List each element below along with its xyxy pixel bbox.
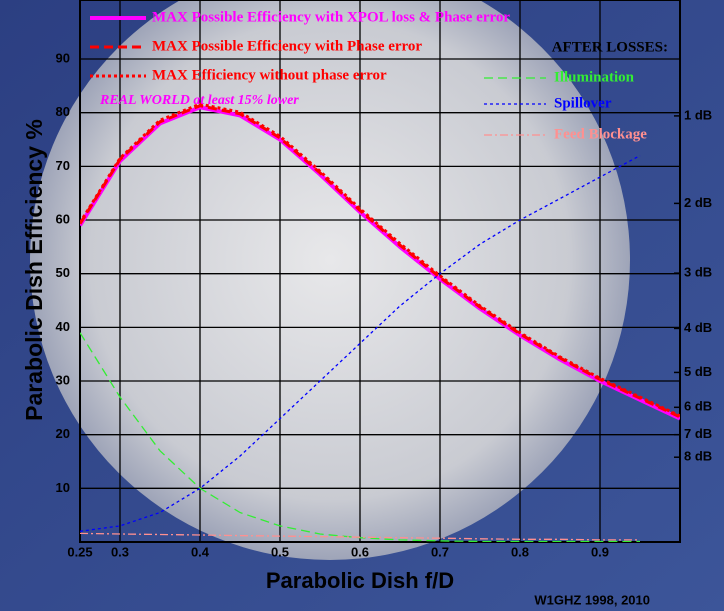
y2-tick-label: 7 dB xyxy=(684,426,712,441)
y-tick-label: 70 xyxy=(56,158,70,173)
legend-label: Feed Blockage xyxy=(554,126,647,142)
y2-tick-label: 8 dB xyxy=(684,449,712,464)
series-line xyxy=(80,532,640,541)
y-tick-label: 80 xyxy=(56,104,70,119)
plot-frame xyxy=(79,0,681,543)
legend-label: Illumination xyxy=(554,69,635,85)
series-line xyxy=(80,102,680,418)
y2-tick-label: 4 dB xyxy=(684,320,712,335)
x-tick-label: 0.3 xyxy=(111,544,129,559)
legend-label: Spillover xyxy=(554,95,612,111)
credit: W1GHZ 1998, 2010 xyxy=(534,592,650,607)
y-tick-label: 50 xyxy=(56,265,70,280)
y2-tick-label: 3 dB xyxy=(684,265,712,280)
y-tick-label: 20 xyxy=(56,426,70,441)
y-axis-label: Parabolic Dish Efficiency % xyxy=(21,119,47,421)
y2-tick-label: 2 dB xyxy=(684,195,712,210)
legend-label: MAX Efficiency without phase error xyxy=(152,67,387,83)
series-line xyxy=(80,155,641,532)
y-tick-label: 60 xyxy=(56,211,70,226)
y-tick-label: 30 xyxy=(56,372,70,387)
labels: 10 20 30 40 50 60 70 80 90 0.25 0.3 0.4 0.5 0.6 0.7 0.8… xyxy=(56,9,713,559)
y-tick-label: 90 xyxy=(56,50,70,65)
lines xyxy=(80,102,680,542)
y-tick-label: 40 xyxy=(56,319,70,334)
x-tick-label: 0.25 xyxy=(67,544,92,559)
x-axis-label: Parabolic Dish f/D xyxy=(266,568,454,593)
y2-tick-label: 1 dB xyxy=(684,107,712,122)
y-tick-label: 10 xyxy=(56,480,70,495)
y2-tick-label: 5 dB xyxy=(684,364,712,379)
series-line xyxy=(80,332,640,542)
x-tick-label: 0.8 xyxy=(511,544,529,559)
x-tick-label: 0.9 xyxy=(591,544,609,559)
legend-label: MAX Possible Efficiency with Phase error xyxy=(152,38,422,54)
legend-label: MAX Possible Efficiency with XPOL loss &… xyxy=(152,9,510,25)
moon xyxy=(30,0,630,560)
annotation: REAL WORLD at least 15% lower xyxy=(99,93,299,108)
legend-header: AFTER LOSSES: xyxy=(552,39,668,55)
x-tick-label: 0.7 xyxy=(431,544,449,559)
y2-tick-label: 6 dB xyxy=(684,399,712,414)
x-tick-label: 0.5 xyxy=(271,544,289,559)
x-tick-label: 0.6 xyxy=(351,544,369,559)
x-tick-label: 0.4 xyxy=(191,544,210,559)
